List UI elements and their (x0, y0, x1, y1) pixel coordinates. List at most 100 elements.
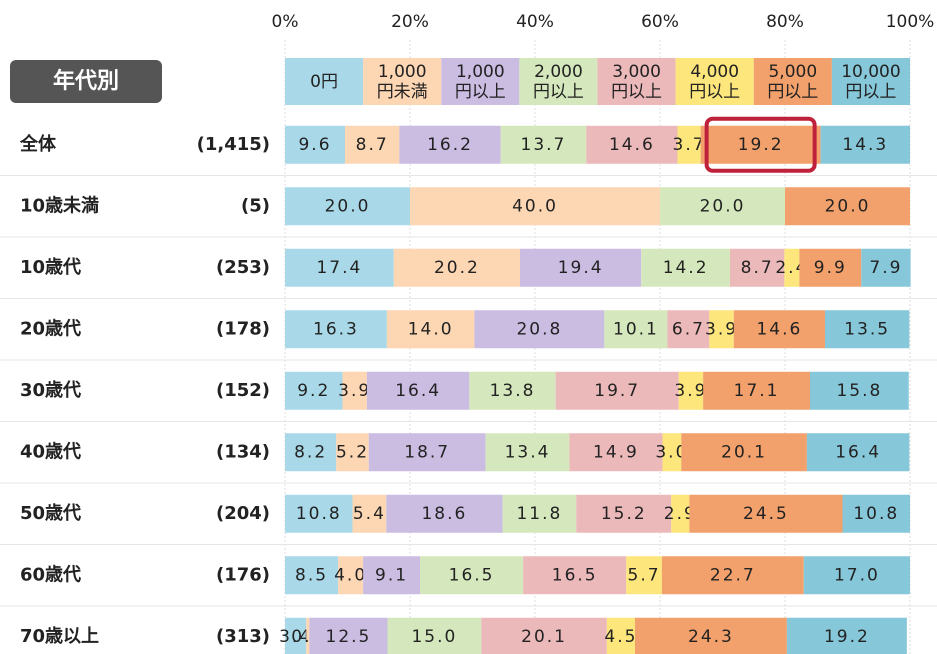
value-label: 4.5 (604, 627, 637, 647)
value-label: 3.4 (279, 627, 312, 647)
count-label: (204) (216, 503, 270, 524)
bar-segment (285, 433, 337, 472)
value-label: 19.7 (594, 381, 640, 401)
value-label: 6.7 (672, 319, 705, 339)
value-label: 3.9 (705, 319, 738, 339)
bar-segment (502, 494, 577, 533)
value-label: 16.2 (427, 135, 473, 155)
x-tick-label: 20% (391, 12, 429, 32)
bar-segment (576, 494, 672, 533)
value-label: 17.1 (734, 381, 780, 401)
bar-segment (338, 556, 364, 595)
value-label: 19.4 (558, 258, 604, 278)
bar-segment (386, 494, 503, 533)
value-label: 14.6 (756, 319, 802, 339)
value-label: 17.0 (834, 565, 880, 585)
bar-segment (586, 125, 678, 164)
count-label: (134) (216, 441, 270, 462)
bar-segment (387, 617, 482, 654)
legend-swatch (363, 58, 442, 105)
count-label: (152) (216, 380, 270, 401)
bar-segment (784, 248, 800, 287)
bar-segment (700, 125, 821, 164)
legend-swatch (441, 58, 520, 105)
value-label: 13.7 (521, 135, 567, 155)
value-label: 22.7 (710, 565, 756, 585)
bar-segment (806, 433, 910, 472)
value-label: 9.9 (814, 258, 847, 278)
bar-segment (285, 617, 307, 654)
x-tick-label: 0% (272, 12, 299, 32)
bar-segment (523, 556, 627, 595)
bar-segment (733, 310, 825, 349)
bar-segment (420, 556, 524, 595)
bar-segment (820, 125, 910, 164)
legend-label: 10,000 円以上 (841, 61, 901, 102)
count-label: (1,415) (197, 134, 270, 155)
bar-segment (709, 310, 734, 349)
value-label: 12.5 (326, 627, 372, 647)
value-label: 16.4 (395, 381, 441, 401)
bar-segment (626, 556, 662, 595)
value-label: 18.7 (404, 442, 450, 462)
value-label: 14.3 (842, 135, 888, 155)
bar-segment (393, 248, 520, 287)
legend-swatch (597, 58, 676, 105)
value-label: 8.2 (294, 442, 327, 462)
category-label: 全体 (19, 133, 57, 155)
bar-segment (366, 371, 470, 410)
bar-segment (681, 433, 807, 472)
bar-segment (352, 494, 387, 533)
bar-segment (368, 433, 486, 472)
highlight-box (704, 116, 817, 173)
bar-segment (336, 433, 369, 472)
value-label: 3.9 (338, 381, 371, 401)
bar-segment (799, 248, 862, 287)
bar-segment (520, 248, 642, 287)
value-label: 20.0 (325, 196, 371, 216)
value-label: 14.0 (408, 319, 454, 339)
value-label: 13.8 (490, 381, 536, 401)
value-label: 20.2 (434, 258, 480, 278)
legend-label: 2,000 円以上 (532, 61, 584, 102)
bar-segment (677, 125, 701, 164)
value-label: 8.5 (295, 565, 328, 585)
value-label: 13.4 (505, 442, 551, 462)
bar-segment (661, 556, 804, 595)
legend-label: 1,000 円未満 (376, 61, 428, 102)
count-label: (253) (216, 257, 270, 278)
bar-segment (485, 433, 570, 472)
x-tick-label: 40% (516, 12, 554, 32)
value-label: 17.4 (316, 258, 362, 278)
legend-swatch (753, 58, 832, 105)
value-label: 19.2 (738, 135, 784, 155)
category-label: 40歳代 (20, 441, 81, 462)
bar-segment (606, 617, 635, 654)
value-label: 10.1 (613, 319, 659, 339)
bar-segment (569, 433, 663, 472)
bar-segment (635, 617, 787, 654)
value-label: 24.3 (688, 627, 734, 647)
bar-segment (342, 371, 367, 410)
value-label: 8.7 (356, 135, 389, 155)
bar-segment (810, 371, 909, 410)
bar-segment (285, 494, 353, 533)
value-label: 10.8 (853, 504, 899, 524)
bar-segment (662, 433, 682, 472)
category-label: 10歳代 (20, 257, 81, 278)
value-label: 3.7 (673, 135, 706, 155)
value-label: 40.0 (512, 196, 558, 216)
bar-segment (363, 556, 420, 595)
value-label: 9.2 (297, 381, 330, 401)
value-label: 18.6 (421, 504, 467, 524)
value-label: 14.9 (593, 442, 639, 462)
value-label: 2.9 (664, 504, 697, 524)
bar-segment (306, 617, 310, 654)
value-label: 10.8 (296, 504, 342, 524)
bar-segment (786, 617, 907, 654)
count-label: (313) (216, 626, 270, 647)
legend-label: 5,000 円以上 (767, 61, 819, 102)
legend-swatch (285, 58, 364, 105)
category-label: 10歳未満 (20, 194, 99, 216)
